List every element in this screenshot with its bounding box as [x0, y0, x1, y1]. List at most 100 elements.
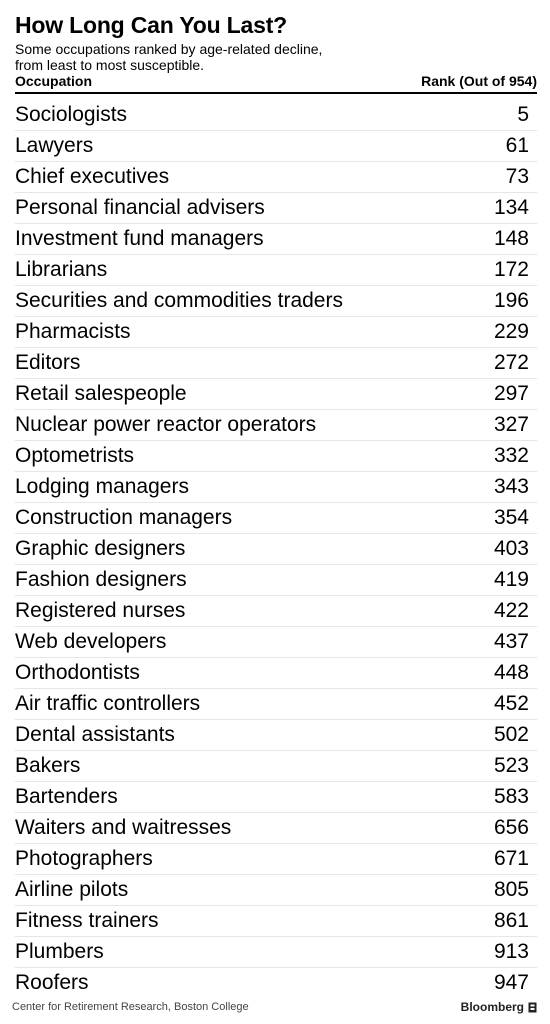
rank-cell: 229 [493, 320, 529, 343]
table-row: Lawyers 61 [15, 131, 537, 162]
chart-container: How Long Can You Last? Some occupations … [15, 12, 537, 998]
table-row: Editors 272 [15, 348, 537, 379]
occupation-cell: Lawyers [15, 134, 94, 157]
rank-cell: 861 [493, 909, 529, 932]
table-row: Securities and commodities traders 196 [15, 286, 537, 317]
rank-cell: 452 [493, 692, 529, 715]
occupation-cell: Graphic designers [15, 537, 186, 560]
occupation-cell: Construction managers [15, 506, 233, 529]
rank-cell: 805 [493, 878, 529, 901]
column-header-rank: Rank (Out of 954) [421, 73, 537, 89]
rank-cell: 172 [493, 258, 529, 281]
occupation-cell: Editors [15, 351, 81, 374]
occupation-cell: Lodging managers [15, 475, 189, 498]
occupation-cell: Investment fund managers [15, 227, 264, 250]
rank-cell: 196 [493, 289, 529, 312]
table-row: Air traffic controllers 452 [15, 689, 537, 720]
table-row: Optometrists 332 [15, 441, 537, 472]
occupation-cell: Photographers [15, 847, 153, 870]
table-header: Occupation Rank (Out of 954) [15, 73, 537, 94]
chart-title: How Long Can You Last? [15, 12, 288, 38]
rank-cell: 671 [493, 847, 529, 870]
occupation-cell: Sociologists [15, 103, 128, 126]
rank-cell: 272 [493, 351, 529, 374]
occupation-cell: Plumbers [15, 940, 104, 963]
table-body: Sociologists 5 Lawyers 61 Chief executives 73… [15, 100, 537, 998]
rank-cell: 656 [493, 816, 529, 839]
table-row: Investment fund managers 148 [15, 224, 537, 255]
table-row: Orthodontists 448 [15, 658, 537, 689]
table-row: Registered nurses 422 [15, 596, 537, 627]
occupation-cell: Bakers [15, 754, 81, 777]
rank-cell: 403 [493, 537, 529, 560]
table-row: Personal financial advisers 134 [15, 193, 537, 224]
rank-cell: 437 [493, 630, 529, 653]
subtitle-line-2: from least to most susceptible. [15, 57, 205, 73]
source-note: Center for Retirement Research, Boston C… [12, 1001, 249, 1013]
rank-cell: 523 [493, 754, 529, 777]
rank-cell: 947 [493, 971, 529, 994]
rank-cell: 73 [505, 165, 529, 188]
bloomberg-logo-icon [528, 1002, 537, 1012]
brand-name: Bloomberg [460, 1000, 524, 1014]
table-row: Fitness trainers 861 [15, 906, 537, 937]
occupation-cell: Chief executives [15, 165, 170, 188]
subtitle-line-1: Some occupations ranked by age-related d… [15, 41, 323, 57]
rank-cell: 148 [493, 227, 529, 250]
occupation-cell: Personal financial advisers [15, 196, 265, 219]
rank-cell: 448 [493, 661, 529, 684]
rank-cell: 422 [493, 599, 529, 622]
occupation-cell: Bartenders [15, 785, 118, 808]
rank-cell: 343 [493, 475, 529, 498]
table-row: Nuclear power reactor operators 327 [15, 410, 537, 441]
rank-cell: 502 [493, 723, 529, 746]
table-row: Web developers 437 [15, 627, 537, 658]
occupation-cell: Web developers [15, 630, 167, 653]
rank-cell: 583 [493, 785, 529, 808]
rank-cell: 354 [493, 506, 529, 529]
rank-cell: 419 [493, 568, 529, 591]
occupation-cell: Roofers [15, 971, 89, 994]
chart-footer: Center for Retirement Research, Boston C… [12, 1000, 537, 1014]
occupation-cell: Orthodontists [15, 661, 140, 684]
table-row: Pharmacists 229 [15, 317, 537, 348]
occupation-cell: Optometrists [15, 444, 135, 467]
table-row: Fashion designers 419 [15, 565, 537, 596]
table-row: Plumbers 913 [15, 937, 537, 968]
table-row: Graphic designers 403 [15, 534, 537, 565]
occupation-cell: Nuclear power reactor operators [15, 413, 317, 436]
occupation-cell: Fashion designers [15, 568, 187, 591]
rank-cell: 297 [493, 382, 529, 405]
table-row: Bartenders 583 [15, 782, 537, 813]
occupation-cell: Librarians [15, 258, 108, 281]
rank-cell: 913 [493, 940, 529, 963]
table-row: Dental assistants 502 [15, 720, 537, 751]
occupation-cell: Airline pilots [15, 878, 129, 901]
rank-cell: 327 [493, 413, 529, 436]
table-row: Construction managers 354 [15, 503, 537, 534]
table-row: Waiters and waitresses 656 [15, 813, 537, 844]
occupation-cell: Air traffic controllers [15, 692, 201, 715]
chart-subtitle: Some occupations ranked by age-related d… [15, 41, 537, 73]
rank-cell: 61 [505, 134, 529, 157]
occupation-cell: Fitness trainers [15, 909, 159, 932]
table-row: Roofers 947 [15, 968, 537, 998]
rank-cell: 5 [517, 103, 529, 126]
column-header-occupation: Occupation [15, 73, 93, 89]
occupation-cell: Retail salespeople [15, 382, 187, 405]
occupation-cell: Pharmacists [15, 320, 131, 343]
occupation-cell: Securities and commodities traders [15, 289, 343, 312]
table-row: Librarians 172 [15, 255, 537, 286]
table-row: Sociologists 5 [15, 100, 537, 131]
table-row: Chief executives 73 [15, 162, 537, 193]
table-row: Bakers 523 [15, 751, 537, 782]
occupation-cell: Waiters and waitresses [15, 816, 232, 839]
table-row: Lodging managers 343 [15, 472, 537, 503]
occupation-cell: Registered nurses [15, 599, 186, 622]
rank-cell: 134 [493, 196, 529, 219]
brand: Bloomberg [461, 1000, 537, 1014]
rank-cell: 332 [493, 444, 529, 467]
table-row: Photographers 671 [15, 844, 537, 875]
table-row: Airline pilots 805 [15, 875, 537, 906]
table-row: Retail salespeople 297 [15, 379, 537, 410]
